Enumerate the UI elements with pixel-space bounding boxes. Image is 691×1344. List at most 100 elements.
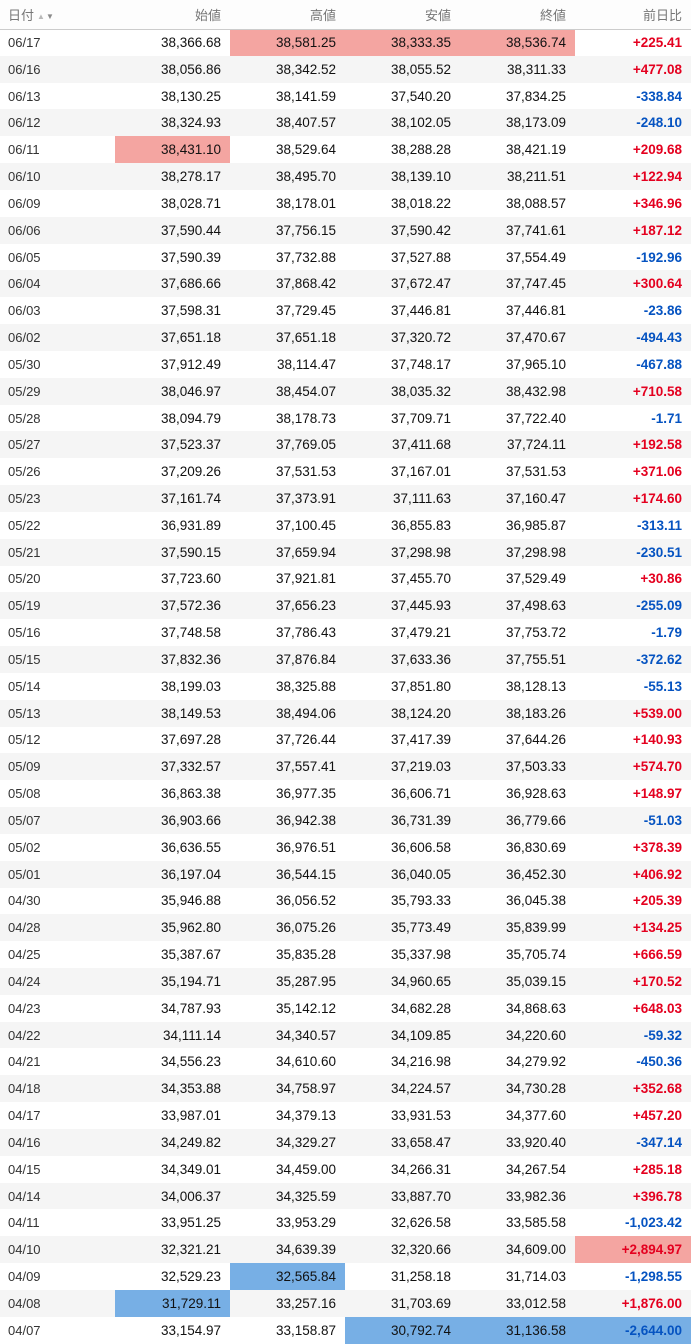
cell-open: 34,556.23	[160, 1054, 221, 1070]
table-row: 04/16 34,249.82 34,329.27 33,658.47 33,920.4…	[0, 1128, 691, 1156]
table-row: 05/19 37,572.36 37,656.23 37,445.93 37,498.6…	[0, 592, 691, 620]
table-row: 05/09 37,332.57 37,557.41 37,219.03 37,503.3…	[0, 753, 691, 781]
cell-date: 06/12	[8, 115, 41, 131]
cell-low: 32,320.66	[390, 1242, 451, 1258]
cell-high: 36,544.15	[275, 866, 336, 882]
cell-close: 37,644.26	[505, 732, 566, 748]
cell-date: 06/16	[8, 61, 41, 77]
cell-high: 38,141.59	[275, 88, 336, 104]
cell-change: -372.62	[636, 651, 682, 667]
cell-change: +192.58	[632, 437, 682, 453]
cell-close: 38,421.19	[505, 142, 566, 158]
cell-low: 38,288.28	[390, 142, 451, 158]
cell-open: 37,209.26	[160, 464, 221, 480]
table-row: 04/07 33,154.97 33,158.87 30,792.74 31,136.5…	[0, 1316, 691, 1344]
cell-high: 34,329.27	[275, 1134, 336, 1150]
cell-close: 37,747.45	[505, 276, 566, 292]
cell-high: 36,977.35	[275, 786, 336, 802]
cell-high: 38,495.70	[275, 169, 336, 185]
sort-ascending-icon[interactable]: ▲	[37, 11, 46, 21]
table-row: 05/20 37,723.60 37,921.81 37,455.70 37,529.4…	[0, 565, 691, 593]
table-row: 05/02 36,636.55 36,976.51 36,606.58 36,830.6…	[0, 833, 691, 861]
cell-change: -1,298.55	[624, 1269, 682, 1284]
cell-low: 38,055.52	[390, 61, 451, 77]
cell-low: 37,590.42	[390, 222, 451, 238]
cell-low: 37,111.63	[392, 490, 451, 506]
cell-change: +574.70	[632, 759, 682, 775]
cell-open: 34,249.82	[160, 1134, 221, 1150]
cell-low: 36,731.39	[390, 812, 451, 828]
cell-high: 36,075.26	[275, 920, 336, 936]
cell-open: 37,590.15	[160, 544, 221, 560]
cell-open: 38,278.17	[160, 169, 221, 185]
cell-low: 33,887.70	[390, 1188, 451, 1204]
column-header-date[interactable]: 日付 ▲▼	[0, 0, 115, 30]
cell-high: 38,529.64	[275, 142, 336, 158]
cell-low: 37,455.70	[390, 571, 451, 587]
cell-close: 37,554.49	[505, 249, 566, 265]
cell-open: 37,590.44	[160, 222, 221, 238]
table-row: 05/27 37,523.37 37,769.05 37,411.68 37,724.1…	[0, 431, 691, 459]
cell-date: 04/23	[8, 1000, 41, 1016]
cell-close: 31,136.58	[460, 1316, 575, 1344]
sort-descending-icon[interactable]: ▼	[45, 11, 55, 21]
cell-high: 35,287.95	[275, 973, 336, 989]
cell-date: 05/23	[8, 490, 41, 506]
cell-high: 35,835.28	[275, 947, 336, 963]
cell-date: 05/01	[8, 866, 41, 882]
cell-close: 36,045.38	[505, 893, 566, 909]
cell-date: 05/07	[8, 812, 41, 828]
cell-high: 38,114.47	[276, 356, 336, 372]
cell-high: 34,639.39	[275, 1242, 336, 1258]
cell-open: 37,651.18	[160, 330, 221, 346]
cell-change: -1.71	[651, 410, 682, 426]
cell-close: 37,965.10	[505, 356, 566, 372]
cell-date: 05/29	[8, 383, 41, 399]
table-row: 06/12 38,324.93 38,407.57 38,102.05 38,173.0…	[0, 109, 691, 137]
cell-close: 37,741.61	[505, 222, 566, 238]
cell-low: 38,139.10	[390, 169, 451, 185]
cell-low: 35,773.49	[390, 920, 451, 936]
cell-open: 37,598.31	[160, 303, 221, 319]
cell-open: 38,094.79	[160, 410, 221, 426]
cell-low: 34,266.31	[390, 1161, 451, 1177]
cell-close: 37,753.72	[505, 625, 566, 641]
cell-date: 04/14	[8, 1188, 41, 1204]
cell-low: 38,124.20	[390, 705, 451, 721]
cell-high: 33,953.29	[275, 1215, 336, 1231]
cell-high: 34,758.97	[275, 1081, 336, 1097]
cell-close: 34,220.60	[505, 1027, 566, 1043]
cell-change: +710.58	[632, 383, 682, 399]
cell-change: +300.64	[632, 276, 682, 292]
cell-date: 04/16	[8, 1134, 41, 1150]
cell-date: 06/04	[8, 276, 41, 292]
cell-open: 38,366.68	[160, 35, 221, 51]
cell-change: +457.20	[632, 1108, 682, 1124]
table-row: 05/16 37,748.58 37,786.43 37,479.21 37,753.7…	[0, 619, 691, 647]
cell-open: 37,590.39	[160, 249, 221, 265]
cell-date: 05/15	[8, 651, 41, 667]
table-row: 06/17 38,366.68 38,581.25 38,333.35 38,536.7…	[0, 29, 691, 56]
table-row: 06/09 38,028.71 38,178.01 38,018.22 38,088.5…	[0, 189, 691, 217]
cell-close: 31,714.03	[505, 1269, 566, 1284]
table-row: 04/15 34,349.01 34,459.00 34,266.31 34,267.5…	[0, 1155, 691, 1183]
table-row: 04/23 34,787.93 35,142.12 34,682.28 34,868.6…	[0, 994, 691, 1022]
cell-open: 34,787.93	[160, 1000, 221, 1016]
cell-close: 37,446.81	[505, 303, 566, 319]
cell-high: 36,976.51	[275, 839, 336, 855]
cell-change: +477.08	[632, 61, 682, 77]
table-row: 05/12 37,697.28 37,726.44 37,417.39 37,644.2…	[0, 726, 691, 754]
cell-close: 38,211.51	[506, 169, 566, 185]
sort-arrows: ▲▼	[37, 12, 55, 21]
cell-date: 04/30	[8, 893, 41, 909]
cell-high: 37,756.15	[275, 222, 336, 238]
cell-high: 37,876.84	[275, 651, 336, 667]
table-row: 06/10 38,278.17 38,495.70 38,139.10 38,211.5…	[0, 163, 691, 190]
cell-open: 34,006.37	[160, 1188, 221, 1204]
cell-close: 38,128.13	[505, 678, 566, 694]
table-body: 06/17 38,366.68 38,581.25 38,333.35 38,536.7…	[0, 29, 691, 1344]
cell-high: 37,786.43	[275, 625, 336, 641]
cell-date: 04/17	[8, 1108, 41, 1124]
table-row: 04/11 33,951.25 33,953.29 32,626.58 33,585.5…	[0, 1209, 691, 1237]
table-row: 05/26 37,209.26 37,531.53 37,167.01 37,531.5…	[0, 458, 691, 486]
